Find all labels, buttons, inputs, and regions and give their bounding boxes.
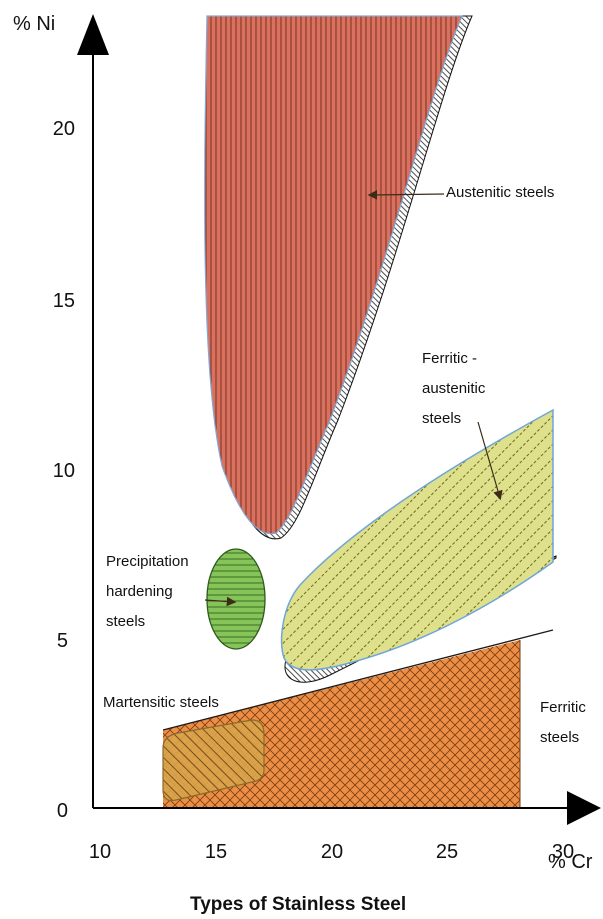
precipitation-pointer-arrow <box>204 596 237 607</box>
y-tick-label-0: 0 <box>57 800 68 822</box>
diagram-caption: Types of Stainless Steel <box>190 894 406 915</box>
y-axis-label: % Ni <box>13 13 55 35</box>
austenitic-pointer-arrow <box>367 190 445 200</box>
ferritic-boundary-line <box>162 629 554 731</box>
ferritic-austenitic-label-line-1: Ferritic - <box>422 350 477 367</box>
martensitic-region <box>162 719 265 802</box>
ferritic-label-line-1: Ferritic <box>540 699 586 716</box>
x-axis-label: % Cr <box>548 851 593 873</box>
y-tick-label-15: 15 <box>53 290 75 312</box>
ferritic-austenitic-label-line-2: austenitic <box>422 380 486 397</box>
ferritic-label-line-2: steels <box>540 729 579 746</box>
y-tick-label-20: 20 <box>53 118 75 140</box>
x-tick-label-10: 10 <box>89 841 111 863</box>
x-tick-label-20: 20 <box>321 841 343 863</box>
ferritic-austenitic-label-line-3: steels <box>422 410 461 427</box>
austenitic-region <box>204 15 463 535</box>
y-tick-label-10: 10 <box>53 460 75 482</box>
y-tick-label-5: 5 <box>57 630 68 652</box>
x-axis-arrow <box>567 791 601 825</box>
precipitation-label-line-3: steels <box>106 613 145 630</box>
x-tick-label-25: 25 <box>436 841 458 863</box>
precipitation-label-line-1: Precipitation <box>106 553 189 570</box>
ferritic-austenitic-pointer-arrow <box>477 421 503 501</box>
y-axis-arrow <box>77 14 109 55</box>
precipitation-hardening-region <box>206 548 266 650</box>
martensitic-label: Martensitic steels <box>103 694 219 711</box>
x-tick-label-30: 30 <box>552 841 574 863</box>
ferritic-austenitic-region <box>280 408 554 671</box>
precipitation-label-line-2: hardening <box>106 583 173 600</box>
austenitic-label: Austenitic steels <box>446 184 554 201</box>
x-tick-label-15: 15 <box>205 841 227 863</box>
